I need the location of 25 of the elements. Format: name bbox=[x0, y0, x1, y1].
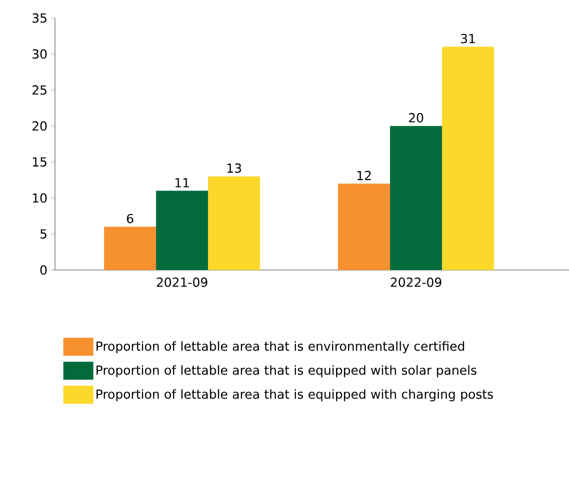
bar bbox=[156, 190, 208, 270]
data-label: 11 bbox=[175, 178, 189, 188]
x-tick-label: 2022-09 bbox=[390, 278, 442, 287]
bar bbox=[208, 176, 260, 270]
legend-label: Proportion of lettable area that is equipped with charging posts bbox=[96, 389, 493, 402]
y-tick-label: 0 bbox=[40, 265, 47, 275]
y-tick-label: 5 bbox=[40, 229, 46, 239]
x-tick-label: 2021-09 bbox=[156, 278, 208, 287]
bar bbox=[338, 184, 390, 270]
y-tick-label: 10 bbox=[32, 193, 47, 203]
bar bbox=[442, 46, 494, 270]
y-tick-label: 30 bbox=[32, 49, 47, 59]
data-label: 31 bbox=[461, 34, 475, 44]
y-tick-label: 15 bbox=[32, 157, 46, 167]
data-label: 6 bbox=[126, 214, 134, 224]
y-tick-label: 25 bbox=[32, 85, 46, 95]
bar bbox=[104, 226, 156, 270]
data-label: 12 bbox=[357, 170, 371, 180]
bar bbox=[390, 126, 442, 270]
y-tick-label: 20 bbox=[32, 121, 47, 131]
y-tick-label: 35 bbox=[32, 13, 46, 23]
data-label: 20 bbox=[409, 113, 424, 122]
legend-label: Proportion of lettable area that is environmentally certified bbox=[96, 341, 464, 354]
legend-label: Proportion of lettable area that is equipped with solar panels bbox=[96, 365, 476, 378]
data-label: 13 bbox=[227, 163, 242, 173]
